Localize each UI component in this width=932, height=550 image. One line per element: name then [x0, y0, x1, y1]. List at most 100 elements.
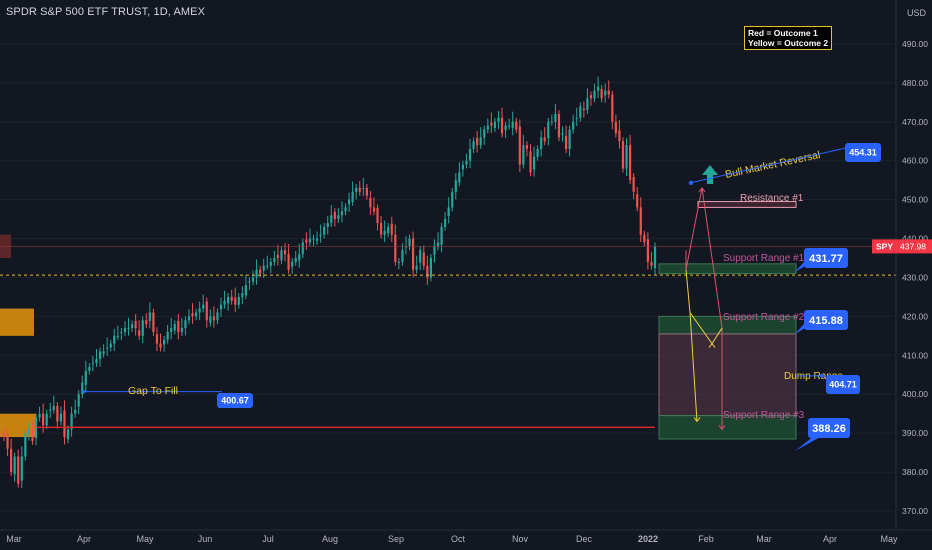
candle-body-109	[390, 223, 393, 235]
candle-150	[536, 145, 539, 161]
candle-12	[45, 409, 48, 430]
annotation-bull-market-reversal: Bull Market Reversal	[724, 149, 821, 181]
candle-body-156	[557, 113, 561, 138]
candle-body-116	[415, 265, 418, 270]
candle-14	[52, 395, 55, 414]
candle-body-163	[582, 108, 585, 111]
candle-77	[276, 244, 280, 266]
y-tick-440: 440.00	[902, 234, 928, 244]
candle-body-123	[440, 226, 443, 245]
candle-body-61	[219, 304, 223, 310]
up-arrow-icon	[702, 165, 718, 184]
candle-107	[383, 220, 386, 243]
candle-body-49	[177, 321, 180, 332]
candle-body-136	[486, 125, 489, 130]
candle-64	[230, 289, 233, 305]
red-arrowhead-up	[698, 187, 706, 193]
callout-support-range-3-text: 388.26	[812, 423, 846, 435]
candle-body-17	[63, 410, 66, 438]
candle-body-50	[180, 328, 183, 332]
candle-body-95	[340, 211, 344, 216]
y-axis: 370.00 380.00 390.00 400.00 410.00 420.00 430.…	[872, 0, 932, 530]
candle-body-26	[95, 359, 98, 364]
candle-81	[291, 257, 294, 274]
y-tick-460: 460.00	[902, 156, 928, 166]
candle-body-97	[347, 199, 351, 205]
candle-body-112	[401, 250, 404, 262]
candle-43	[155, 327, 159, 352]
candle-body-138	[493, 121, 497, 128]
candle-body-121	[433, 246, 436, 255]
candle-body-63	[227, 296, 230, 304]
candle-4	[17, 449, 20, 488]
y-tick-370: 370.00	[902, 506, 928, 516]
candle-body-7	[27, 429, 31, 434]
candle-168	[600, 85, 603, 103]
candle-body-135	[483, 129, 486, 138]
candle-28	[102, 344, 105, 358]
y-tick-430: 430.00	[902, 272, 928, 282]
candle-body-80	[287, 254, 290, 270]
candle-140	[500, 107, 504, 138]
candle-34	[123, 321, 127, 336]
candle-body-179	[639, 207, 642, 235]
candle-body-74	[266, 265, 269, 267]
candle-73	[262, 258, 265, 278]
candle-body-14	[52, 405, 55, 410]
candle-body-55	[198, 308, 201, 313]
candle-171	[611, 90, 614, 130]
annotation-support-range-2: Support Range #2	[723, 312, 805, 323]
callout-gap-to-fill-box	[217, 393, 253, 408]
candle-41	[148, 302, 151, 329]
candle-9	[34, 413, 38, 446]
candle-body-69	[248, 281, 251, 283]
candle-160	[572, 114, 575, 134]
candle-66	[237, 293, 240, 309]
annotation-resistance-1: Resistance #1	[740, 193, 804, 204]
candle-148	[529, 144, 532, 177]
candle-body-93	[333, 212, 336, 220]
candle-117	[419, 246, 422, 271]
candle-173	[618, 120, 621, 149]
candle-35	[127, 317, 130, 336]
candle-82	[294, 250, 297, 266]
candle-79	[283, 243, 287, 262]
candle-body-62	[223, 300, 226, 305]
candle-21	[77, 390, 80, 415]
candle-182	[650, 251, 653, 270]
candle-183	[653, 242, 657, 276]
candle-135	[483, 125, 486, 145]
gap-anchor-point	[82, 390, 86, 394]
candle-174	[621, 137, 625, 173]
candle-body-40	[145, 320, 148, 325]
candle-162	[579, 102, 582, 122]
callout-support-range-3-box	[808, 418, 850, 438]
candle-179	[639, 197, 642, 243]
bull-callout-line	[689, 147, 847, 184]
callout-support-range-2-text: 415.88	[809, 315, 843, 327]
candle-body-114	[408, 238, 411, 247]
candle-body-86	[308, 238, 312, 243]
candle-110	[394, 224, 397, 266]
candle-body-110	[394, 234, 397, 262]
candle-body-183	[653, 246, 657, 269]
candle-72	[259, 265, 262, 278]
candle-body-92	[330, 215, 333, 223]
candle-30	[109, 339, 112, 352]
candle-91	[326, 215, 329, 235]
candle-3	[13, 452, 16, 482]
candle-85	[305, 232, 308, 250]
candle-49	[177, 314, 180, 340]
candle-body-178	[636, 194, 639, 208]
dump-anchor-point	[820, 373, 824, 378]
candle-88	[315, 231, 319, 245]
candle-163	[582, 101, 585, 118]
candle-95	[340, 201, 344, 223]
candle-92	[330, 205, 333, 227]
candle-70	[251, 270, 255, 286]
candle-body-159	[568, 129, 571, 150]
candle-body-1	[6, 433, 9, 449]
candle-body-148	[529, 151, 532, 173]
candle-31	[113, 328, 116, 352]
